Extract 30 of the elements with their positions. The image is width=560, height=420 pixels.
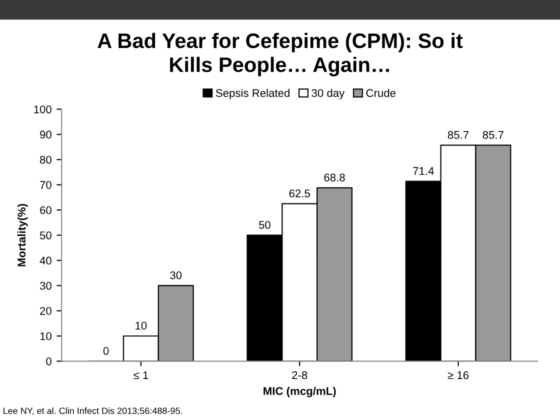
y-tick-label: 40 [40, 256, 52, 265]
y-tick-label: 60 [40, 206, 52, 214]
y-tick-label: 30 [40, 282, 52, 290]
data-label: 85.7 [482, 131, 504, 139]
y-tick-label: 20 [40, 307, 52, 315]
x-tick-label: 2-8 [292, 371, 308, 380]
chart-title: A Bad Year for Cefepime (CPM): So it Kills People… Again… [98, 32, 463, 76]
legend-label: Crude [366, 88, 396, 98]
y-axis-title: Mortality(%) [17, 204, 28, 266]
data-label: 30 [170, 271, 182, 280]
y-tick-label: 0 [46, 357, 52, 366]
x-axis-title: MIC (mcg/mL) [264, 386, 336, 398]
text: Lee NY, et al. Clin Infect Dis 2013;56:488-95. [4, 407, 182, 416]
data-label: 68.8 [324, 174, 345, 182]
y-tick-label: 80 [40, 156, 52, 164]
x-tick-label: ≥ 16 [448, 371, 469, 380]
data-label: 0 [103, 346, 109, 355]
legend-label: Sepsis Related [216, 88, 290, 100]
data-label: 71.4 [413, 167, 434, 175]
data-label: 85.7 [448, 131, 469, 139]
data-label: 10 [136, 322, 147, 330]
legend-label: 30 day [312, 88, 345, 100]
y-tick-label: 10 [40, 332, 52, 340]
x-tick-label: ≤ 1 [134, 371, 148, 379]
y-tick-label: 100 [34, 105, 52, 114]
data-label: 62.5 [289, 189, 310, 198]
y-tick-label: 90 [40, 130, 52, 139]
y-tick-label: 50 [40, 231, 52, 240]
y-tick-label: 70 [40, 181, 52, 189]
data-label: 50 [258, 220, 270, 229]
